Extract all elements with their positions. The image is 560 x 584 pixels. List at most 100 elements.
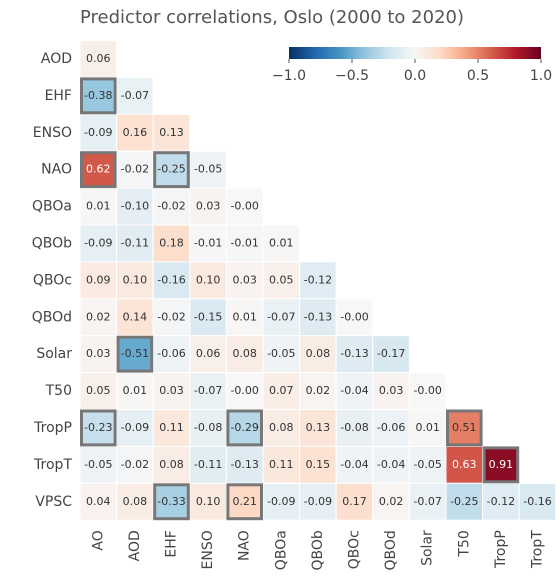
- heatmap-cell: [262, 409, 301, 447]
- cell-value: -0.08: [340, 421, 368, 434]
- cell-value: 0.08: [159, 458, 184, 471]
- heatmap-cell: [299, 445, 337, 484]
- colorbar-tick-label: 0.0: [404, 68, 426, 84]
- cell-value: 0.09: [86, 273, 111, 286]
- cell-value: -0.05: [267, 347, 295, 360]
- cell-value: -0.01: [230, 236, 258, 249]
- cell-value: 0.01: [269, 236, 294, 249]
- heatmap-cell: [225, 224, 264, 263]
- heatmap-cell: [445, 482, 484, 521]
- cell-value: -0.13: [304, 310, 332, 323]
- cell-value: 0.05: [269, 273, 294, 286]
- heatmap-cell: [408, 372, 447, 411]
- cell-value: 0.13: [306, 421, 331, 434]
- cell-value: 0.13: [159, 126, 184, 139]
- heatmap-cell: [116, 261, 154, 300]
- cell-value: -0.12: [304, 273, 332, 286]
- heatmap-cell: [152, 482, 191, 521]
- heatmap-cell: [79, 409, 118, 447]
- heatmap-cell: [372, 445, 410, 484]
- heatmap-cell: [116, 445, 154, 484]
- heatmap-cell: [262, 445, 301, 484]
- highlight-box: [482, 446, 520, 484]
- cell-value: 0.03: [86, 347, 111, 360]
- cell-value: 0.21: [232, 495, 257, 508]
- cell-value: -0.06: [377, 421, 405, 434]
- heatmap-cell: [152, 372, 191, 411]
- cell-value: -0.33: [157, 495, 185, 508]
- cell-value: -0.06: [157, 347, 185, 360]
- cell-value: -0.07: [413, 495, 441, 508]
- column-label: EHF: [164, 530, 180, 557]
- chart-title: Predictor correlations, Oslo (2000 to 20…: [80, 7, 464, 28]
- highlight-box: [80, 151, 117, 189]
- cell-value: -0.05: [84, 458, 112, 471]
- cell-value: 0.03: [159, 384, 184, 397]
- cell-value: -0.11: [194, 458, 222, 471]
- cell-value: -0.07: [121, 89, 149, 102]
- row-label: ENSO: [33, 125, 72, 141]
- heatmap-cell: [152, 298, 191, 337]
- cell-value: -0.51: [121, 347, 149, 360]
- cell-value: -0.00: [230, 200, 258, 213]
- cell-value: 0.10: [196, 495, 221, 508]
- cell-value: 0.07: [269, 384, 294, 397]
- row-label: QBOb: [32, 235, 72, 251]
- column-label: TropP: [493, 530, 509, 569]
- colorbar-tick-label: 0.5: [467, 68, 489, 84]
- heatmap-cell: [445, 409, 484, 447]
- heatmap-cell: [189, 150, 227, 189]
- cell-value: 0.03: [196, 200, 221, 213]
- cell-value: -0.08: [194, 421, 222, 434]
- heatmap-cell: [335, 482, 374, 521]
- row-label: Solar: [36, 346, 72, 362]
- heatmap-cell: [445, 445, 484, 484]
- cell-value: 0.10: [196, 273, 221, 286]
- cell-value: -0.16: [523, 495, 551, 508]
- cell-value: -0.13: [230, 458, 258, 471]
- heatmap-cell: [152, 224, 191, 263]
- cell-value: 0.62: [86, 163, 111, 176]
- colorbar: [289, 47, 541, 59]
- heatmap-cell: [189, 482, 227, 521]
- cell-value: 0.03: [232, 273, 257, 286]
- cell-value: -0.01: [194, 236, 222, 249]
- row-label: T50: [45, 383, 72, 399]
- heatmap-cell: [189, 372, 227, 411]
- row-label: AOD: [41, 51, 72, 67]
- highlight-box: [80, 77, 117, 115]
- cell-value: 0.08: [232, 347, 257, 360]
- heatmap-cell: [79, 335, 118, 374]
- cell-value: 0.06: [196, 347, 221, 360]
- cell-value: 0.02: [86, 310, 111, 323]
- cell-value: 0.08: [269, 421, 294, 434]
- cell-value: -0.02: [157, 310, 185, 323]
- cell-value: -0.05: [413, 458, 441, 471]
- cell-value: -0.16: [157, 273, 185, 286]
- cell-value: 0.17: [342, 495, 367, 508]
- row-label: NAO: [41, 162, 72, 178]
- cell-value: 0.05: [86, 384, 111, 397]
- cell-value: 0.51: [452, 421, 477, 434]
- row-label: QBOa: [32, 199, 72, 215]
- cell-value: -0.09: [84, 236, 112, 249]
- cell-value: 0.02: [306, 384, 331, 397]
- heatmap-cell: [79, 224, 118, 263]
- cell-value: 0.08: [306, 347, 331, 360]
- cell-value: -0.10: [121, 200, 149, 213]
- cell-value: -0.25: [450, 495, 478, 508]
- heatmap-cell: [482, 445, 520, 484]
- heatmap-cell: [408, 482, 447, 521]
- column-label: AO: [90, 530, 106, 550]
- cell-value: 0.01: [86, 200, 111, 213]
- cell-value: -0.15: [194, 310, 222, 323]
- heatmap-cell: [79, 482, 118, 521]
- cell-value: 0.18: [159, 236, 184, 249]
- highlight-box: [153, 151, 190, 189]
- cell-value: -0.09: [84, 126, 112, 139]
- highlight-box: [446, 409, 483, 447]
- heatmap-cell: [79, 261, 118, 300]
- heatmap-cell: [189, 187, 227, 226]
- cell-value: -0.11: [121, 236, 149, 249]
- cell-value: -0.12: [487, 495, 515, 508]
